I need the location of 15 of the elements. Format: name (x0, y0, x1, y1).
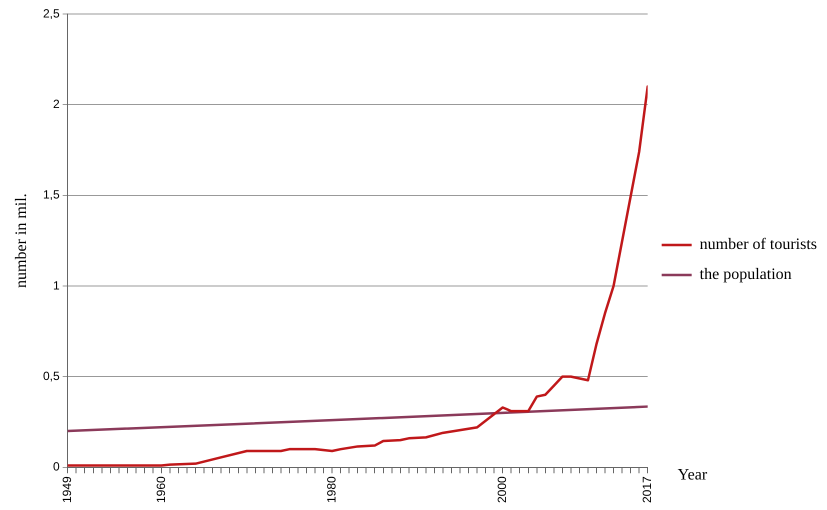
y-tick-label: 0,5 (42, 368, 60, 383)
legend-label: the population (700, 266, 792, 284)
x-tick-label: 1949 (60, 476, 74, 504)
legend-label: number of tourists (700, 236, 818, 254)
x-tick-label: 1960 (154, 476, 168, 504)
y-tick-label: 1 (52, 278, 60, 292)
x-axis-title: Year (678, 466, 708, 484)
y-tick-label: 1,5 (42, 188, 60, 202)
y-tick-label: 2 (52, 96, 60, 111)
y-axis-title: number in mil. (13, 193, 30, 288)
y-tick-label: 0 (52, 460, 60, 474)
x-tick-label: 2017 (640, 476, 654, 504)
x-tick-label: 1980 (324, 476, 338, 504)
y-tick-label: 2,5 (42, 6, 60, 20)
x-tick-label: 2000 (494, 476, 509, 504)
